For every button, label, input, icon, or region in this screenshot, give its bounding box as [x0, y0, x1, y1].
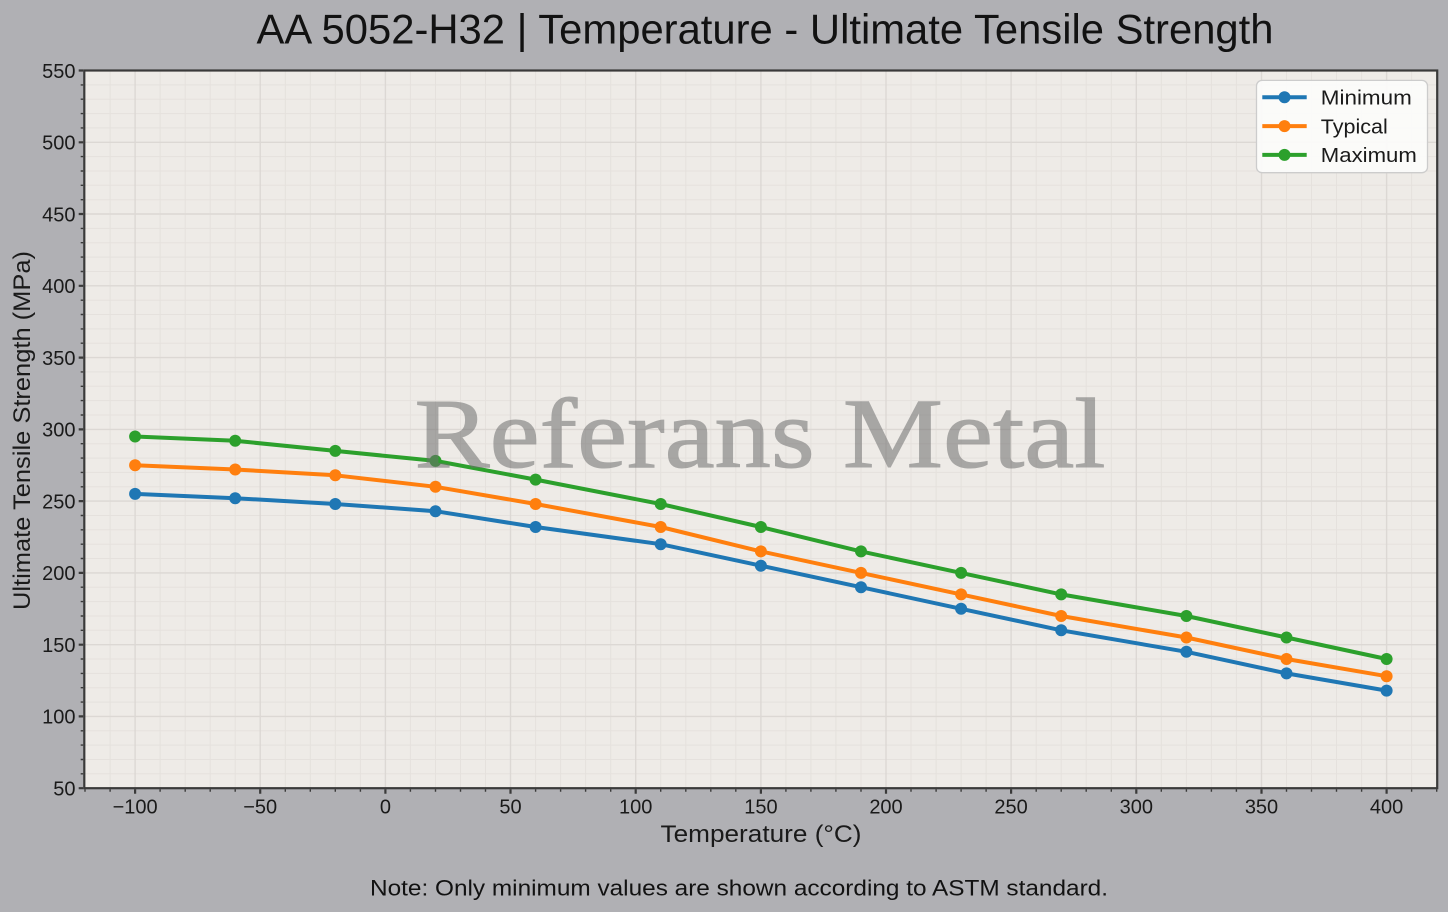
svg-text:400: 400 [1370, 797, 1403, 819]
svg-text:Minimum: Minimum [1321, 88, 1412, 110]
svg-text:250: 250 [994, 797, 1027, 819]
svg-text:100: 100 [42, 707, 75, 729]
svg-text:Typical: Typical [1321, 116, 1388, 138]
svg-text:200: 200 [42, 563, 75, 585]
svg-text:AA 5052-H32 | Temperature - Ul: AA 5052-H32 | Temperature - Ultimate Ten… [257, 5, 1274, 52]
svg-text:Maximum: Maximum [1321, 145, 1417, 167]
svg-text:50: 50 [53, 779, 75, 801]
svg-text:500: 500 [42, 133, 75, 155]
svg-text:150: 150 [744, 797, 777, 819]
svg-text:Note: Only minimum values are: Note: Only minimum values are shown acco… [370, 876, 1108, 901]
svg-text:−50: −50 [243, 797, 277, 819]
svg-text:400: 400 [42, 276, 75, 298]
svg-text:Referans Metal: Referans Metal [415, 378, 1106, 489]
svg-text:150: 150 [42, 635, 75, 657]
svg-text:300: 300 [42, 420, 75, 442]
svg-text:Ultimate Tensile Strength (MPa: Ultimate Tensile Strength (MPa) [9, 251, 36, 610]
svg-text:100: 100 [619, 797, 652, 819]
svg-text:350: 350 [42, 348, 75, 370]
svg-text:0: 0 [380, 797, 391, 819]
svg-text:50: 50 [499, 797, 521, 819]
svg-text:Temperature (°C): Temperature (°C) [661, 821, 862, 848]
svg-text:350: 350 [1245, 797, 1278, 819]
svg-text:−100: −100 [113, 797, 158, 819]
svg-text:250: 250 [42, 491, 75, 513]
svg-text:550: 550 [42, 61, 75, 83]
svg-text:300: 300 [1120, 797, 1153, 819]
svg-text:450: 450 [42, 204, 75, 226]
svg-text:200: 200 [869, 797, 902, 819]
